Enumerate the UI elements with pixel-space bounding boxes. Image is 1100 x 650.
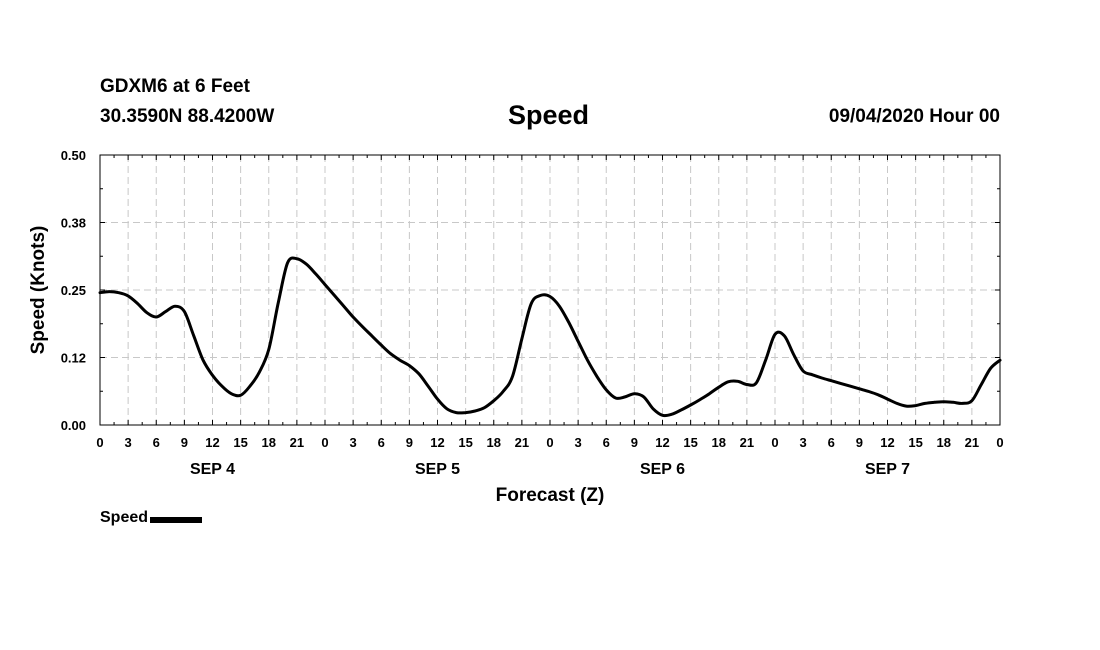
x-tick-label: 15 — [683, 435, 697, 450]
x-tick-label: 15 — [458, 435, 472, 450]
x-axis-title: Forecast (Z) — [496, 485, 605, 506]
x-tick-label: 18 — [487, 435, 501, 450]
y-tick-label: 0.00 — [61, 418, 86, 433]
x-tick-label: 3 — [125, 435, 132, 450]
x-tick-label: 21 — [515, 435, 529, 450]
forecast-datetime: 09/04/2020 Hour 00 — [828, 106, 1000, 127]
x-tick-label: 0 — [321, 435, 328, 450]
station-label: GDXM6 at 6 Feet — [100, 76, 250, 97]
y-axis-title: Speed (Knots) — [28, 226, 49, 355]
day-label: SEP 6 — [640, 461, 685, 478]
x-tick-label: 21 — [965, 435, 979, 450]
chart-grid — [100, 155, 1000, 425]
x-tick-label: 6 — [378, 435, 385, 450]
chart-legend: Speed — [100, 509, 203, 527]
x-tick-label: 0 — [996, 435, 1003, 450]
x-tick-label: 9 — [181, 435, 188, 450]
x-tick-label: 6 — [603, 435, 610, 450]
x-tick-label: 12 — [205, 435, 219, 450]
x-tick-label: 15 — [233, 435, 247, 450]
coordinates-label: 30.3590N 88.4200W — [100, 106, 275, 127]
x-tick-label: 6 — [153, 435, 160, 450]
y-tick-label: 0.12 — [61, 351, 86, 366]
legend-swatch-speed — [150, 516, 203, 523]
y-tick-label: 0.38 — [61, 216, 86, 231]
day-label: SEP 5 — [415, 461, 460, 478]
x-tick-label: 18 — [712, 435, 726, 450]
day-label: SEP 4 — [190, 461, 235, 478]
x-tick-label: 21 — [290, 435, 304, 450]
series-line-speed — [98, 256, 1002, 418]
x-tick-label: 9 — [406, 435, 413, 450]
x-tick-label: 0 — [546, 435, 553, 450]
x-tick-label: 3 — [350, 435, 357, 450]
x-tick-label: 3 — [575, 435, 582, 450]
legend-label-speed: Speed — [100, 509, 149, 526]
x-tick-label: 9 — [631, 435, 638, 450]
x-tick-label: 21 — [740, 435, 754, 450]
x-tick-label: 0 — [96, 435, 103, 450]
axis-labels: 0 3 6 9 12 15 18 21 0 3 6 9 12 15 18 21 0 3 6 9 12 15 18 21 0 3 6 9… — [61, 148, 1004, 478]
day-label: SEP 7 — [865, 461, 910, 478]
x-tick-label: 6 — [828, 435, 835, 450]
chart-title: Speed — [508, 100, 590, 130]
x-tick-label: 18 — [937, 435, 951, 450]
x-tick-label: 12 — [430, 435, 444, 450]
x-tick-label: 9 — [856, 435, 863, 450]
x-tick-label: 0 — [771, 435, 778, 450]
x-tick-label: 15 — [908, 435, 922, 450]
x-tick-label: 12 — [655, 435, 669, 450]
x-tick-label: 12 — [880, 435, 894, 450]
x-tick-label: 18 — [262, 435, 276, 450]
y-tick-label: 0.25 — [61, 283, 86, 298]
y-tick-label: 0.50 — [61, 148, 86, 163]
axis-ticks — [99, 154, 1001, 426]
x-tick-label: 3 — [800, 435, 807, 450]
